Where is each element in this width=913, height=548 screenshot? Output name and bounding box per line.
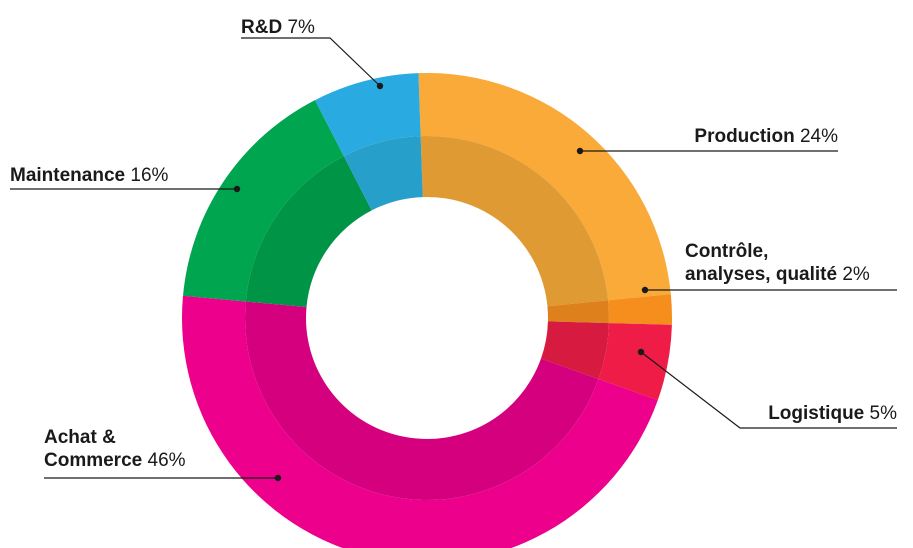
- label-production: Production 24%: [620, 125, 838, 148]
- leader-line-logistique: [640, 351, 897, 429]
- leader-dot-controle: [641, 286, 649, 294]
- label-production-value: 24%: [799, 126, 838, 147]
- label-logistique-name: Logistique: [768, 403, 865, 424]
- slice-outer-r-d: [315, 73, 421, 157]
- leader-dot-maintenance: [233, 185, 241, 193]
- label-maintenance-value: 16%: [130, 165, 169, 186]
- label-rd-value: 7%: [287, 17, 315, 38]
- slice-outer-maintenance: [183, 100, 344, 302]
- leader-dot-rd: [376, 82, 384, 90]
- slice-outer-controle-analyses-qualite: [608, 294, 672, 325]
- label-controle-line1: Contrôle,: [685, 241, 769, 262]
- label-rd-name: R&D: [241, 17, 283, 38]
- label-achat-value: 46%: [147, 450, 186, 471]
- label-logistique: Logistique 5%: [700, 402, 897, 425]
- label-controle-value: 2%: [842, 264, 870, 285]
- slice-outer-logistique: [598, 323, 672, 401]
- leader-line-rd: [241, 37, 381, 87]
- slice-inner-r-d: [343, 136, 423, 211]
- label-rd: R&D 7%: [241, 16, 315, 39]
- label-controle: Contrôle, analyses, qualité 2%: [685, 240, 870, 286]
- slice-inner-maintenance: [245, 156, 372, 308]
- slice-outer-production: [418, 73, 671, 301]
- label-logistique-value: 5%: [869, 403, 897, 424]
- label-maintenance-name: Maintenance: [10, 165, 126, 186]
- leader-dot-achat: [274, 474, 282, 482]
- label-achat: Achat & Commerce 46%: [44, 426, 186, 472]
- slice-inner-logistique: [540, 321, 609, 380]
- label-achat-line1: Achat &: [44, 427, 116, 448]
- label-achat-line2: Commerce: [44, 450, 143, 471]
- slice-inner-controle-analyses-qualite: [547, 300, 609, 324]
- leader-dot-logistique: [637, 348, 645, 356]
- label-controle-line2: analyses, qualité: [685, 264, 838, 285]
- label-production-name: Production: [694, 126, 795, 147]
- label-maintenance: Maintenance 16%: [10, 164, 168, 187]
- leader-dot-production: [576, 147, 584, 155]
- slice-inner-production: [420, 136, 609, 307]
- slice-inner-achat-commerce: [244, 301, 599, 501]
- slice-outer-achat-commerce: [182, 295, 658, 548]
